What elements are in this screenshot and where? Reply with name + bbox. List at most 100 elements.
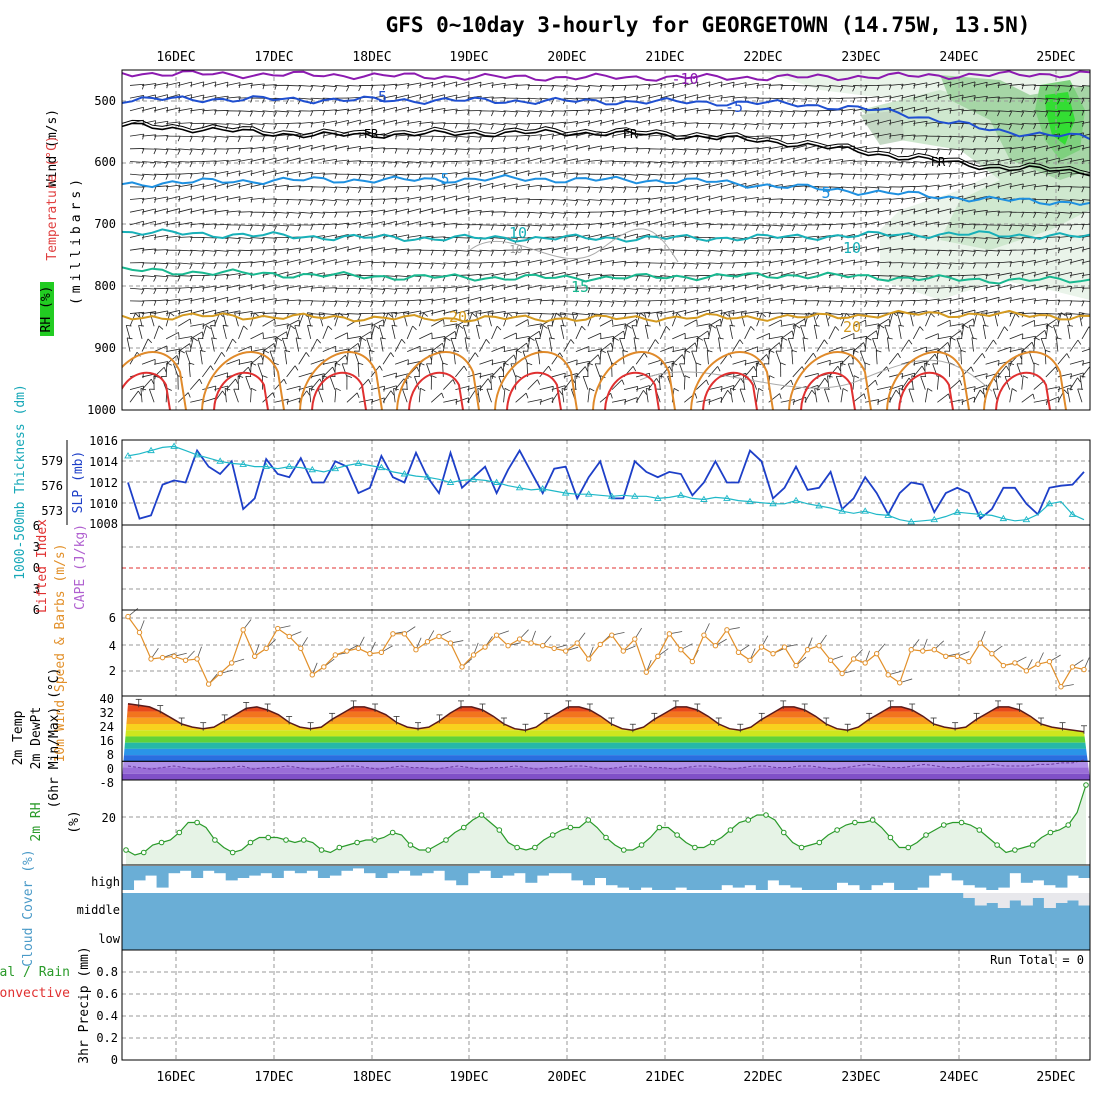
wind-barb <box>126 337 131 352</box>
wind-barb <box>896 312 902 327</box>
wind-barb <box>840 313 855 315</box>
wind-barb-flag <box>479 210 482 216</box>
wind-barb <box>624 95 638 99</box>
wind-barb <box>178 262 193 265</box>
cloud-high-cell <box>444 866 457 881</box>
wind-barb-flag <box>727 389 732 395</box>
wind-barb <box>672 309 686 314</box>
wind-barb-flag <box>697 337 704 341</box>
wind-barb <box>238 170 253 175</box>
wind-barb-flag <box>150 378 155 385</box>
wind-barb <box>515 170 530 175</box>
wind-barb-flag <box>552 259 554 265</box>
wind-barb-flag <box>632 366 637 372</box>
wind-barb-flag <box>708 223 711 229</box>
wind-barb <box>660 94 674 99</box>
rh-point <box>692 844 698 851</box>
wind-barb-flag <box>441 392 444 399</box>
wind-speed-point <box>816 643 822 649</box>
wind-barb-flag <box>467 81 470 88</box>
wind-barb-flag <box>623 301 627 307</box>
wind-barb-flag <box>766 354 770 360</box>
wind-barb-flag <box>503 297 506 303</box>
wind-barb <box>269 350 275 365</box>
wind-barb-flag <box>949 108 952 114</box>
date-label: 18DEC <box>352 1070 391 1085</box>
wind-barb <box>973 95 988 99</box>
wind-barb <box>322 313 337 316</box>
wind-barb-flag <box>901 134 904 140</box>
wind-barb-flag <box>973 285 976 292</box>
date-label: 25DEC <box>1036 50 1075 65</box>
wind-barb <box>370 397 385 403</box>
wind-barb-flag <box>177 149 181 155</box>
wind-barb <box>624 300 639 303</box>
wind-barb-flag <box>379 365 383 371</box>
wind-barb-flag <box>640 312 645 317</box>
wind-barb-flag <box>527 146 530 152</box>
2m-rh-series <box>123 782 1089 865</box>
wind-barb-flag <box>1034 284 1036 291</box>
wind-barb-flag <box>611 301 615 308</box>
chart-title: GFS 0~10day 3-hourly for GEORGETOWN (14.… <box>386 13 1031 37</box>
wind-barb <box>1045 271 1060 276</box>
wind-barb <box>286 185 301 188</box>
wind-barb-flag <box>310 172 313 178</box>
wind-barb-flag <box>924 263 928 269</box>
wind-barb <box>1045 97 1060 100</box>
wind-barb <box>599 199 614 201</box>
wind-speed-point <box>309 672 315 678</box>
wind-barb <box>129 161 144 163</box>
wind-barb-flag <box>347 108 350 115</box>
wind-barb <box>403 312 408 327</box>
wind-barb <box>732 196 747 200</box>
thickness-point <box>239 460 247 467</box>
wind-barb-flag <box>158 325 164 330</box>
wind-barb <box>744 326 752 340</box>
wind-barb-flag <box>1057 111 1061 117</box>
wind-barb-flag <box>274 146 277 152</box>
wind-barb-flag <box>297 111 301 117</box>
wind-barb-flag <box>600 108 603 115</box>
wind-barb <box>286 319 300 327</box>
isotherm-lobe <box>702 371 758 410</box>
wind-barb-flag <box>1095 235 1096 240</box>
wind-barb-flag <box>419 208 422 215</box>
wind-barb-flag <box>407 83 410 89</box>
wind-barb <box>828 246 843 251</box>
wind-barb-flag <box>310 110 314 117</box>
wind-barb <box>479 210 494 213</box>
wind-barb-flag <box>937 121 940 128</box>
wind-barb <box>310 359 325 365</box>
wind-speed-point <box>470 652 477 658</box>
wind-barb <box>491 97 506 99</box>
wind-barb <box>210 325 215 340</box>
wind-barb-flag <box>1082 145 1084 151</box>
wind-barb-flag <box>394 289 398 295</box>
wind-barb <box>539 285 554 289</box>
wind-barb <box>599 221 614 226</box>
wind-barb <box>431 262 446 265</box>
wind-barb-flag <box>888 187 892 193</box>
wind-barb <box>1081 313 1090 315</box>
wind-barb-flag <box>852 301 856 308</box>
wind-barb-flag <box>1081 110 1085 116</box>
wind-barb <box>563 144 578 150</box>
wind-barb-flag <box>178 348 181 355</box>
y-tick-label: 20 <box>102 811 116 825</box>
wind-barb-flag <box>973 183 976 189</box>
wind-barb-flag <box>248 366 251 373</box>
wind-barb <box>889 173 904 176</box>
wind-barb <box>961 325 965 339</box>
wind-speed-point <box>332 652 339 658</box>
wind-speed-point <box>251 653 258 660</box>
wind-barb <box>298 313 305 327</box>
wind-barb-flag <box>997 262 1000 268</box>
wind-barb-flag <box>141 262 145 268</box>
wind-barb-flag <box>334 301 338 307</box>
isotherm-lobe <box>408 371 464 410</box>
wind-barb-flag <box>741 312 747 314</box>
wind-barb <box>515 84 530 86</box>
wind-barb <box>322 186 337 189</box>
wind-barb <box>960 350 962 365</box>
